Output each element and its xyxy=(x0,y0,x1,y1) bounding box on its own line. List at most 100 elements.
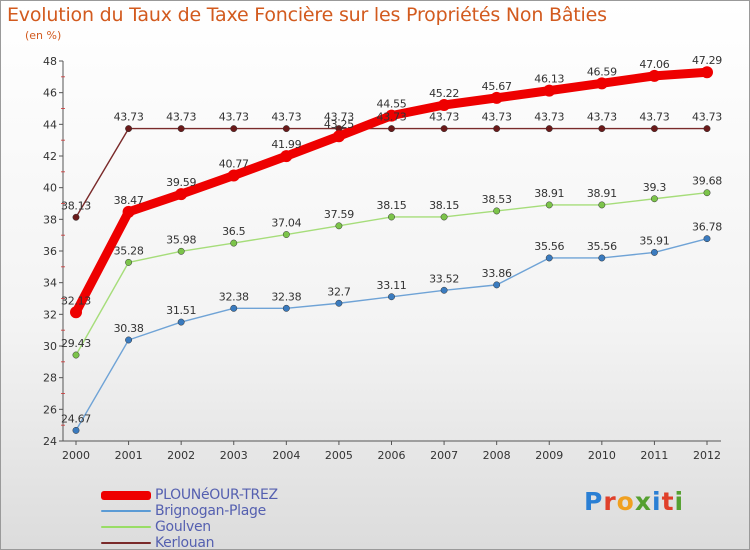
legend-swatch xyxy=(101,526,151,528)
data-label-ploun-our-trez: 40.77 xyxy=(219,157,249,170)
data-label-brignogan-plage: 35.56 xyxy=(587,240,617,253)
data-point-brignogan-plage xyxy=(598,254,606,262)
data-label-kerlouan: 43.73 xyxy=(639,111,669,124)
data-point-goulven xyxy=(650,195,658,203)
data-label-ploun-our-trez: 44.55 xyxy=(377,98,407,111)
data-point-kerlouan xyxy=(388,125,395,133)
data-point-goulven xyxy=(282,231,290,238)
data-label-kerlouan: 43.73 xyxy=(114,111,144,124)
data-point-kerlouan xyxy=(125,125,133,133)
logo-letter: x xyxy=(634,487,652,516)
data-point-goulven xyxy=(230,239,238,247)
data-point-ploun-our-trez xyxy=(280,150,293,163)
data-point-kerlouan xyxy=(282,125,290,133)
data-label-brignogan-plage: 33.11 xyxy=(377,279,407,292)
data-point-kerlouan xyxy=(72,213,80,221)
data-point-kerlouan xyxy=(703,125,711,133)
data-label-ploun-our-trez: 38.47 xyxy=(114,194,144,207)
data-point-ploun-our-trez xyxy=(122,205,135,218)
data-label-kerlouan: 38.13 xyxy=(61,199,91,212)
x-tick-label: 2007 xyxy=(430,449,458,462)
data-label-brignogan-plage: 24.67 xyxy=(61,412,91,425)
data-label-ploun-our-trez: 45.22 xyxy=(429,87,459,100)
legend-item: PLOUNéOUR-TREZ xyxy=(101,487,278,503)
data-label-brignogan-plage: 33.86 xyxy=(482,267,512,280)
y-tick-label: 34 xyxy=(43,277,57,290)
chart-title: Evolution du Taux de Taxe Foncière sur l… xyxy=(7,4,607,26)
y-tick-label: 32 xyxy=(43,308,57,321)
x-tick-label: 2006 xyxy=(378,449,406,462)
data-label-kerlouan: 43.73 xyxy=(166,111,196,124)
data-label-kerlouan: 43.73 xyxy=(324,111,354,124)
data-point-goulven xyxy=(72,351,80,359)
data-label-brignogan-plage: 33.52 xyxy=(429,272,459,285)
data-point-brignogan-plage xyxy=(125,336,133,344)
x-tick-label: 2000 xyxy=(62,449,90,462)
x-tick-label: 2011 xyxy=(640,449,668,462)
data-label-kerlouan: 43.73 xyxy=(587,111,617,124)
logo-letter: o xyxy=(616,487,635,516)
data-label-kerlouan: 43.73 xyxy=(534,111,564,124)
legend-label: Goulven xyxy=(155,519,211,535)
legend-item: Kerlouan xyxy=(101,535,278,550)
data-label-ploun-our-trez: 32.13 xyxy=(61,294,91,307)
data-point-ploun-our-trez xyxy=(701,66,713,79)
logo-letter: i xyxy=(674,487,685,516)
data-point-goulven xyxy=(125,258,133,266)
data-point-ploun-our-trez xyxy=(438,99,451,112)
data-label-brignogan-plage: 36.78 xyxy=(692,221,722,234)
y-tick-label: 38 xyxy=(43,213,57,226)
data-point-kerlouan xyxy=(230,125,238,133)
data-point-brignogan-plage xyxy=(493,281,501,289)
y-tick-label: 24 xyxy=(43,435,57,448)
chart-legend: PLOUNéOUR-TREZ Brignogan-Plage Goulven Kerl… xyxy=(101,487,278,550)
data-label-kerlouan: 43.73 xyxy=(482,111,512,124)
data-point-ploun-our-trez xyxy=(543,84,556,97)
data-point-brignogan-plage xyxy=(72,426,80,434)
y-tick-label: 48 xyxy=(43,55,57,68)
data-label-kerlouan: 43.73 xyxy=(271,111,301,124)
data-label-ploun-our-trez: 39.59 xyxy=(166,176,196,189)
y-tick-label: 30 xyxy=(43,340,57,353)
x-tick-label: 2002 xyxy=(167,449,195,462)
data-label-goulven: 39.3 xyxy=(643,181,667,194)
x-tick-label: 2009 xyxy=(535,449,563,462)
data-point-goulven xyxy=(703,189,711,197)
legend-label: Kerlouan xyxy=(155,535,215,550)
data-label-goulven: 38.91 xyxy=(534,187,564,200)
data-label-brignogan-plage: 32.38 xyxy=(271,290,301,303)
data-label-goulven: 37.59 xyxy=(324,208,354,221)
data-point-goulven xyxy=(177,247,185,255)
series-line-brignogan-plage xyxy=(75,237,708,432)
chart-subtitle: (en %) xyxy=(25,29,62,42)
legend-label: PLOUNéOUR-TREZ xyxy=(155,487,278,503)
data-label-goulven: 35.28 xyxy=(114,244,144,257)
data-label-ploun-our-trez: 41.99 xyxy=(271,138,301,151)
data-label-ploun-our-trez: 46.59 xyxy=(587,65,617,78)
x-tick-label: 2008 xyxy=(483,449,511,462)
y-tick-label: 26 xyxy=(43,403,57,416)
data-point-goulven xyxy=(388,213,395,221)
data-label-goulven: 35.98 xyxy=(166,233,196,246)
data-point-goulven xyxy=(440,213,448,221)
logo-letter: P xyxy=(584,487,604,516)
data-label-goulven: 38.53 xyxy=(482,193,512,206)
proxiti-logo: Proxiti xyxy=(584,487,684,516)
data-point-brignogan-plage xyxy=(230,304,238,312)
data-label-ploun-our-trez: 47.06 xyxy=(639,58,669,71)
logo-letter: i xyxy=(652,487,662,516)
data-label-brignogan-plage: 35.56 xyxy=(534,240,564,253)
data-point-brignogan-plage xyxy=(440,286,448,294)
data-point-brignogan-plage xyxy=(545,254,553,262)
data-point-kerlouan xyxy=(545,125,553,133)
legend-swatch xyxy=(101,490,151,500)
x-tick-label: 2005 xyxy=(325,449,353,462)
data-label-goulven: 37.04 xyxy=(271,217,301,230)
data-label-brignogan-plage: 32.38 xyxy=(219,290,249,303)
y-tick-label: 36 xyxy=(43,245,57,258)
data-label-ploun-our-trez: 43.25 xyxy=(324,118,354,131)
legend-label: Brignogan-Plage xyxy=(155,503,266,519)
data-label-brignogan-plage: 31.51 xyxy=(166,304,196,317)
data-label-goulven: 38.91 xyxy=(587,187,617,200)
